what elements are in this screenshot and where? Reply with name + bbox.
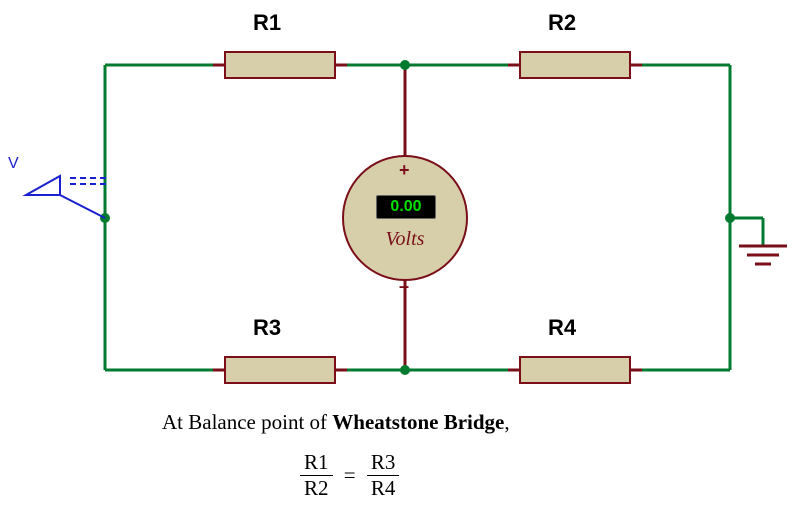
label-r1: R1 — [253, 10, 281, 36]
voltmeter-display: 0.00 — [376, 195, 436, 219]
caption-prefix: At Balance point of — [162, 410, 332, 434]
label-r3: R3 — [253, 315, 281, 341]
lhs-fraction: R1 R2 — [300, 450, 333, 501]
caption-bold: Wheatstone Bridge — [332, 410, 504, 434]
voltmeter-minus: – — [399, 276, 409, 297]
voltmeter-plus: + — [399, 160, 410, 181]
balance-formula: R1 R2 = R3 R4 — [300, 450, 399, 501]
caption-text: At Balance point of Wheatstone Bridge, — [162, 410, 510, 435]
rhs-num: R3 — [367, 450, 400, 476]
label-r4: R4 — [548, 315, 576, 341]
probe-label: V — [8, 155, 19, 173]
voltmeter-unit: Volts — [375, 228, 435, 251]
rhs-den: R4 — [367, 476, 400, 501]
lhs-num: R1 — [300, 450, 333, 476]
caption-suffix: , — [504, 410, 509, 434]
equals-sign: = — [338, 463, 362, 488]
circuit-diagram — [0, 0, 812, 519]
label-r2: R2 — [548, 10, 576, 36]
rhs-fraction: R3 R4 — [367, 450, 400, 501]
lhs-den: R2 — [300, 476, 333, 501]
